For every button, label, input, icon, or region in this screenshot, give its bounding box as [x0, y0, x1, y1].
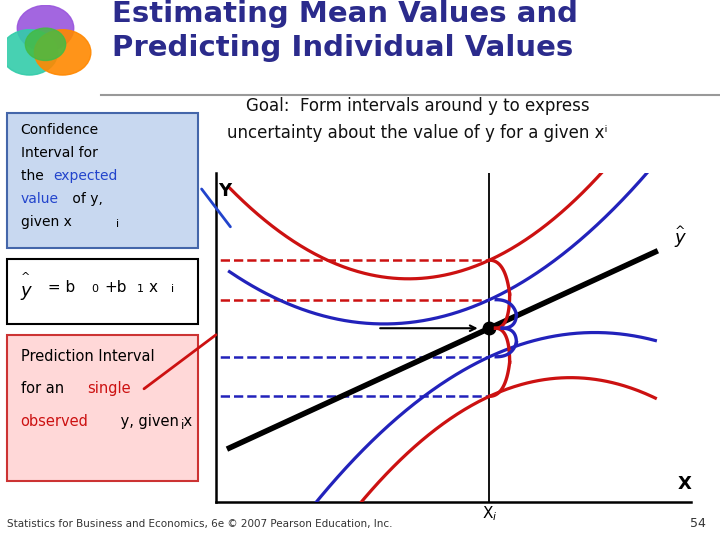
Text: X$_i$: X$_i$: [482, 504, 498, 523]
Text: expected: expected: [53, 168, 117, 183]
Text: Prediction Interval: Prediction Interval: [21, 349, 154, 364]
FancyBboxPatch shape: [7, 113, 198, 248]
Text: the: the: [21, 168, 48, 183]
Text: for an: for an: [21, 381, 68, 396]
Text: +b: +b: [104, 280, 127, 295]
Text: Goal:  Form intervals around y to express
uncertainty about the value of y for a: Goal: Form intervals around y to express…: [228, 97, 608, 141]
Text: 54: 54: [690, 517, 706, 530]
Text: x: x: [148, 280, 158, 295]
Text: of y,: of y,: [68, 192, 103, 206]
Text: Y: Y: [218, 181, 231, 200]
Text: given x: given x: [21, 214, 71, 228]
Text: 0: 0: [91, 284, 98, 294]
Text: y, given x: y, given x: [116, 414, 192, 429]
Text: i: i: [181, 420, 184, 433]
Text: Statistics for Business and Economics, 6e © 2007 Pearson Education, Inc.: Statistics for Business and Economics, 6…: [7, 519, 392, 529]
Circle shape: [1, 30, 58, 75]
Text: ^: ^: [21, 272, 30, 282]
Circle shape: [25, 28, 66, 60]
FancyBboxPatch shape: [7, 335, 198, 481]
Circle shape: [17, 5, 73, 51]
Text: Estimating Mean Values and
Predicting Individual Values: Estimating Mean Values and Predicting In…: [112, 0, 577, 62]
Text: y: y: [675, 229, 685, 247]
Text: X: X: [678, 475, 691, 494]
Text: Interval for: Interval for: [21, 146, 97, 160]
Text: single: single: [87, 381, 131, 396]
Text: y: y: [21, 282, 31, 300]
Text: observed: observed: [21, 414, 89, 429]
Text: value: value: [21, 192, 58, 206]
Text: Confidence: Confidence: [21, 123, 99, 137]
Text: ^: ^: [675, 225, 685, 238]
Text: 1: 1: [137, 284, 144, 294]
FancyBboxPatch shape: [7, 259, 198, 324]
Circle shape: [35, 30, 91, 75]
Text: = b: = b: [43, 280, 76, 295]
Text: i: i: [171, 284, 174, 294]
Text: i: i: [116, 219, 119, 229]
